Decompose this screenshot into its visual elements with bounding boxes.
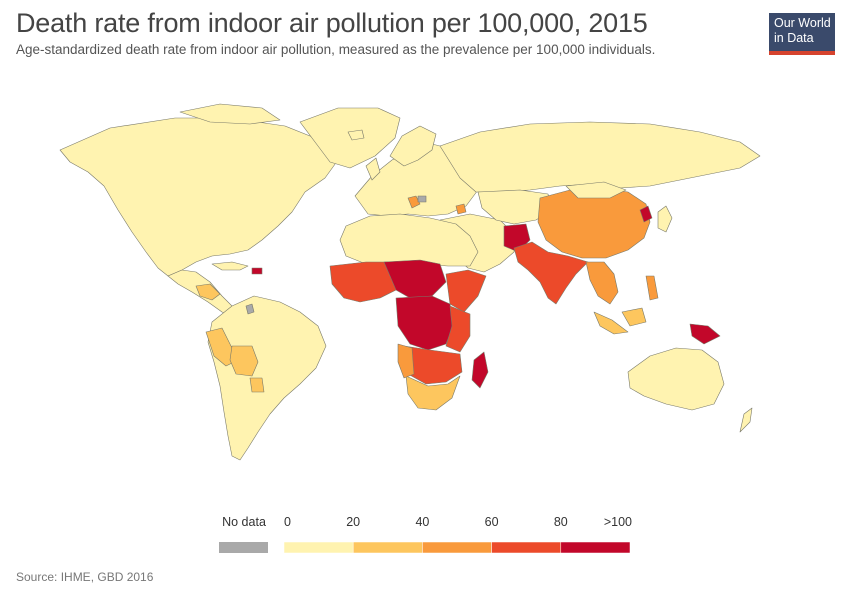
- region-madagascar[interactable]: [471, 351, 489, 389]
- legend-bin-0: [283, 541, 354, 554]
- region-horn-of-africa[interactable]: [445, 269, 487, 313]
- region-east-africa[interactable]: [445, 305, 471, 353]
- region-central-asia[interactable]: [477, 189, 553, 225]
- region-balkans[interactable]: [407, 195, 421, 209]
- logo-line-2: in Data: [774, 31, 814, 45]
- region-china[interactable]: [537, 187, 651, 259]
- region-arctic-islands[interactable]: [179, 103, 281, 125]
- region-central-africa[interactable]: [395, 295, 455, 351]
- legend-no-data-swatch: [219, 542, 268, 553]
- chart-subtitle: Age-standardized death rate from indoor …: [16, 42, 656, 57]
- region-guatemala-honduras[interactable]: [195, 283, 221, 301]
- region-sahel[interactable]: [383, 259, 447, 299]
- region-north-america[interactable]: [59, 117, 339, 277]
- region-north-africa[interactable]: [339, 213, 479, 267]
- legend-bin-1: [352, 541, 423, 554]
- region-southeast-asia[interactable]: [585, 261, 619, 305]
- legend-bin-4: [560, 541, 631, 554]
- region-uk[interactable]: [365, 157, 381, 181]
- region-georgia-armenia[interactable]: [455, 203, 467, 215]
- region-australia[interactable]: [627, 347, 725, 411]
- region-iceland[interactable]: [347, 129, 365, 141]
- region-bolivia[interactable]: [229, 345, 259, 377]
- region-japan[interactable]: [657, 205, 673, 233]
- region-guyana[interactable]: [245, 303, 255, 315]
- legend-bin-3: [491, 541, 562, 554]
- world-map: [59, 103, 761, 461]
- region-west-africa[interactable]: [329, 261, 405, 303]
- region-cuba[interactable]: [211, 261, 249, 271]
- region-greenland[interactable]: [299, 107, 401, 169]
- owid-logo[interactable]: Our World in Data: [769, 13, 835, 55]
- region-no-data-balkan[interactable]: [417, 195, 427, 203]
- region-new-zealand[interactable]: [739, 407, 753, 433]
- source-note: Source: IHME, GBD 2016: [16, 570, 154, 584]
- legend-bin-2: [422, 541, 492, 554]
- logo-line-1: Our World: [774, 16, 831, 30]
- region-haiti[interactable]: [251, 267, 263, 275]
- region-south-america[interactable]: [207, 295, 327, 461]
- region-paraguay[interactable]: [249, 377, 265, 393]
- region-north-korea[interactable]: [639, 205, 653, 223]
- region-south-asia[interactable]: [513, 241, 589, 305]
- region-papua[interactable]: [689, 323, 721, 345]
- region-mongolia[interactable]: [565, 181, 627, 199]
- region-southern-africa-north[interactable]: [403, 345, 463, 385]
- region-southern-africa[interactable]: [405, 375, 461, 411]
- region-scandinavia[interactable]: [389, 125, 437, 167]
- region-russia[interactable]: [439, 121, 761, 193]
- chart-title: Death rate from indoor air pollution per…: [16, 8, 648, 38]
- region-indonesia[interactable]: [593, 307, 647, 335]
- region-philippines[interactable]: [645, 275, 659, 301]
- region-angola-namibia[interactable]: [397, 343, 415, 379]
